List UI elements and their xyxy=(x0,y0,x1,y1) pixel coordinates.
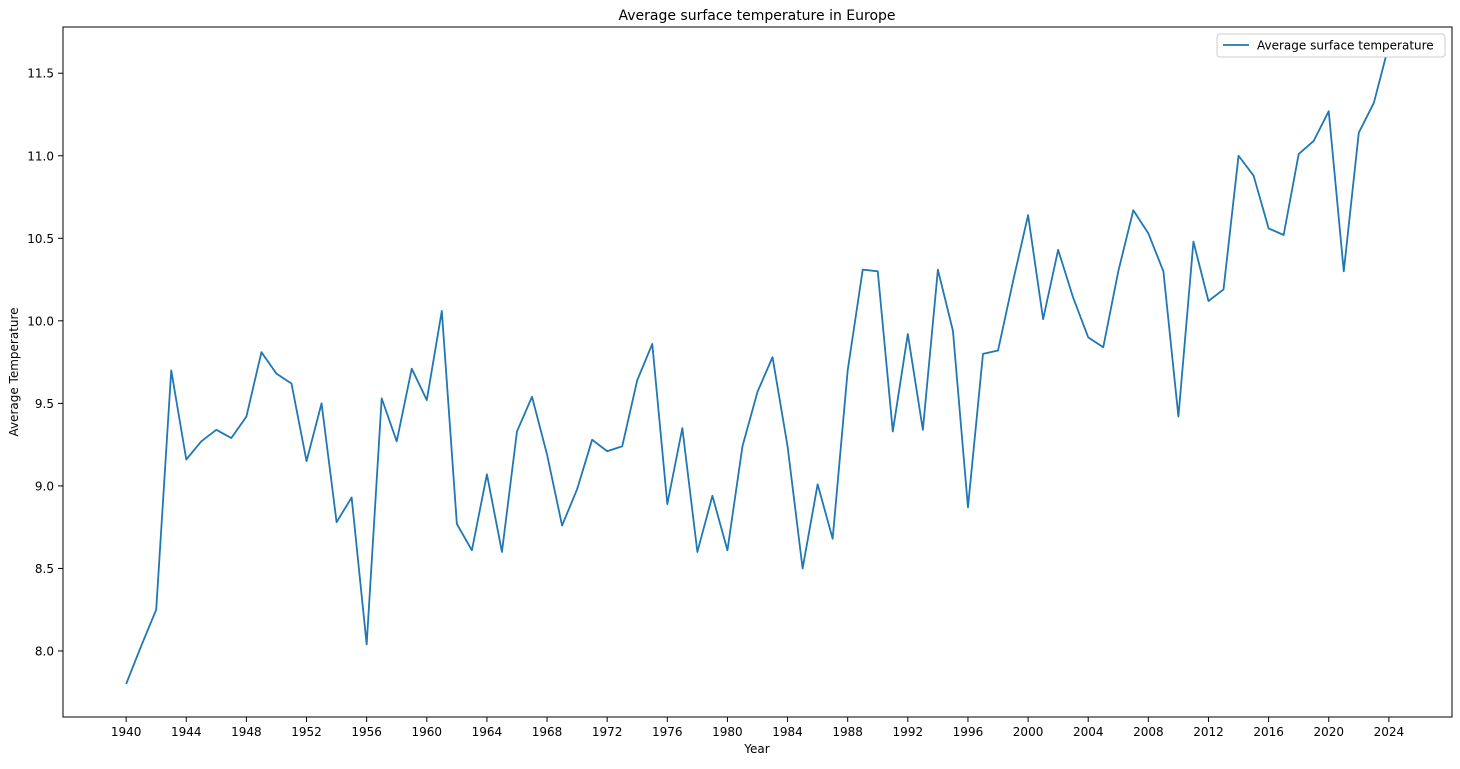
y-tick-label: 10.5 xyxy=(27,232,54,246)
y-tick-label: 10.0 xyxy=(27,314,54,328)
x-tick-label: 1972 xyxy=(592,725,623,739)
legend-label: Average surface temperature xyxy=(1257,39,1434,53)
x-tick-label: 2000 xyxy=(1013,725,1044,739)
series-line-average-surface-temperature xyxy=(125,44,1390,685)
legend: Average surface temperature xyxy=(1216,33,1446,58)
y-tick-label: 11.0 xyxy=(27,149,54,163)
y-tick-label: 9.0 xyxy=(35,479,54,493)
x-tick-label: 1948 xyxy=(231,725,262,739)
x-tick-label: 1988 xyxy=(832,725,863,739)
y-tick-label: 8.0 xyxy=(35,644,54,658)
y-axis-ticks: 8.0 8.5 9.0 9.5 10.0 10.5 11.0 11.5 xyxy=(27,67,63,658)
x-tick-label: 2004 xyxy=(1073,725,1104,739)
x-tick-label: 2008 xyxy=(1133,725,1164,739)
plot-frame xyxy=(62,26,1453,718)
x-tick-label: 1992 xyxy=(893,725,924,739)
x-tick-label: 1964 xyxy=(472,725,503,739)
y-tick-label: 8.5 xyxy=(35,562,54,576)
y-tick-label: 11.5 xyxy=(27,67,54,81)
x-tick-label: 1996 xyxy=(953,725,984,739)
x-tick-label: 1976 xyxy=(652,725,683,739)
x-tick-label: 2016 xyxy=(1253,725,1284,739)
x-tick-label: 1940 xyxy=(111,725,142,739)
x-tick-label: 1956 xyxy=(351,725,382,739)
x-axis-label: Year xyxy=(743,742,769,756)
x-tick-label: 1944 xyxy=(171,725,202,739)
x-tick-label: 2020 xyxy=(1313,725,1344,739)
x-tick-label: 2024 xyxy=(1374,725,1405,739)
x-tick-label: 1984 xyxy=(772,725,803,739)
legend-box xyxy=(1216,33,1446,58)
x-tick-label: 2012 xyxy=(1193,725,1224,739)
x-tick-label: 1980 xyxy=(712,725,743,739)
y-axis-label: Average Temperature xyxy=(7,307,21,436)
chart-title: Average surface temperature in Europe xyxy=(618,8,895,24)
x-tick-label: 1960 xyxy=(412,725,443,739)
x-axis-ticks: 1940 1944 1948 1952 1956 1960 1964 1968 1972 1976… xyxy=(111,717,1404,739)
y-tick-label: 9.5 xyxy=(35,397,54,411)
x-tick-label: 1968 xyxy=(532,725,563,739)
x-tick-label: 1952 xyxy=(291,725,322,739)
